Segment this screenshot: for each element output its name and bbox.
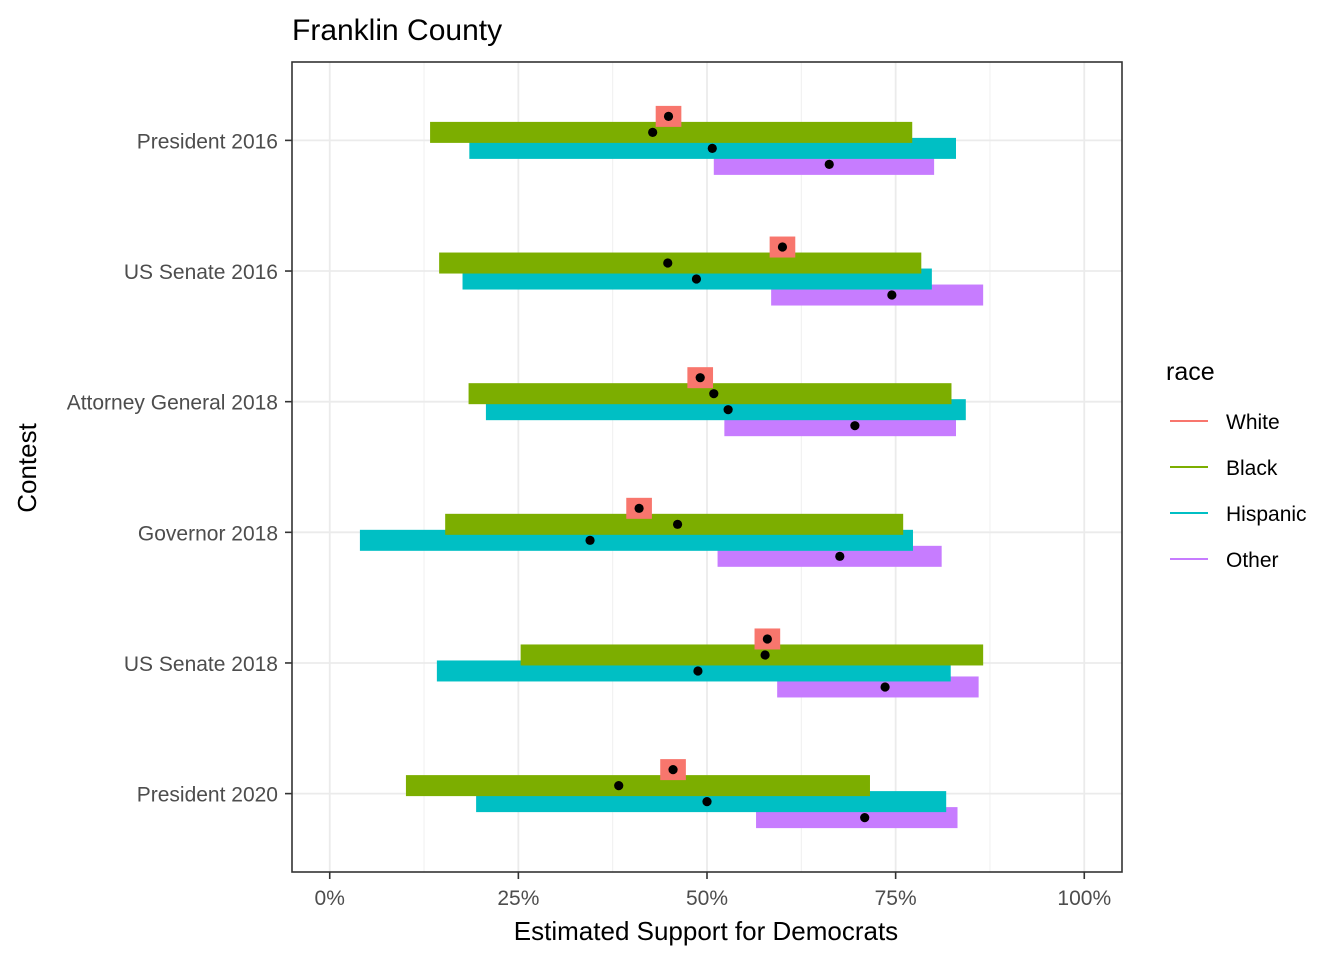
estimate-point-white — [668, 765, 678, 775]
estimate-point-hispanic — [707, 143, 717, 153]
chart-title: Franklin County — [292, 14, 502, 47]
estimate-point-black — [663, 258, 673, 268]
interval-bar-other — [771, 284, 984, 306]
estimate-point-hispanic — [691, 274, 702, 284]
estimate-point-black — [709, 389, 719, 399]
estimate-point-hispanic — [702, 797, 712, 807]
legend: race White Black Hispanic Other — [1166, 358, 1307, 572]
plot-area: 0% 25% 50% 75% 100% President 2016 US Senate 2… — [67, 61, 1123, 910]
y-tick-label: President 2020 — [137, 784, 278, 807]
estimate-point-black — [648, 127, 658, 137]
interval-bar-other — [724, 415, 956, 437]
x-tick-label: 0% — [315, 887, 345, 910]
estimate-point-black — [614, 781, 624, 791]
estimate-point-other — [835, 551, 845, 561]
interval-bar-other — [756, 807, 958, 829]
estimate-point-white — [777, 242, 788, 252]
interval-bar-black — [520, 644, 984, 666]
estimate-point-hispanic — [723, 405, 733, 415]
legend-title: race — [1166, 358, 1215, 386]
legend-label-white: White — [1226, 411, 1280, 434]
x-tick-label: 25% — [497, 887, 539, 910]
y-tick-label: Governor 2018 — [138, 522, 278, 545]
legend-label-other: Other — [1226, 549, 1279, 572]
interval-bar-hispanic — [359, 529, 913, 551]
x-axis-title: Estimated Support for Democrats — [514, 916, 898, 946]
estimate-point-other — [887, 290, 897, 300]
estimate-point-black — [672, 519, 683, 529]
interval-bar-other — [777, 676, 979, 698]
y-tick-label: President 2016 — [137, 130, 278, 153]
estimate-point-white — [663, 111, 674, 121]
interval-bar-other — [717, 545, 942, 567]
estimate-point-other — [850, 421, 860, 431]
interval-bar-black — [405, 775, 870, 797]
interval-bar-other — [713, 153, 935, 175]
y-axis-title: Contest — [12, 422, 42, 512]
estimate-point-white — [634, 503, 644, 513]
estimate-point-white — [762, 634, 772, 644]
x-tick-label: 75% — [875, 887, 917, 910]
x-tick-label: 50% — [686, 887, 728, 910]
estimate-point-black — [760, 650, 770, 660]
estimate-point-hispanic — [693, 666, 703, 676]
interval-bar-black — [439, 252, 922, 274]
legend-label-hispanic: Hispanic — [1226, 503, 1307, 526]
y-tick-label: Attorney General 2018 — [67, 392, 278, 415]
estimate-point-other — [824, 159, 834, 169]
estimate-point-other — [880, 682, 890, 692]
y-tick-label: US Senate 2018 — [124, 653, 278, 676]
y-tick-label: US Senate 2016 — [124, 261, 278, 284]
legend-label-black: Black — [1226, 457, 1278, 480]
x-tick-label: 100% — [1057, 887, 1111, 910]
estimate-point-other — [860, 813, 870, 823]
interval-bar-black — [430, 121, 913, 143]
estimate-point-hispanic — [585, 535, 595, 545]
estimate-point-white — [695, 373, 705, 383]
